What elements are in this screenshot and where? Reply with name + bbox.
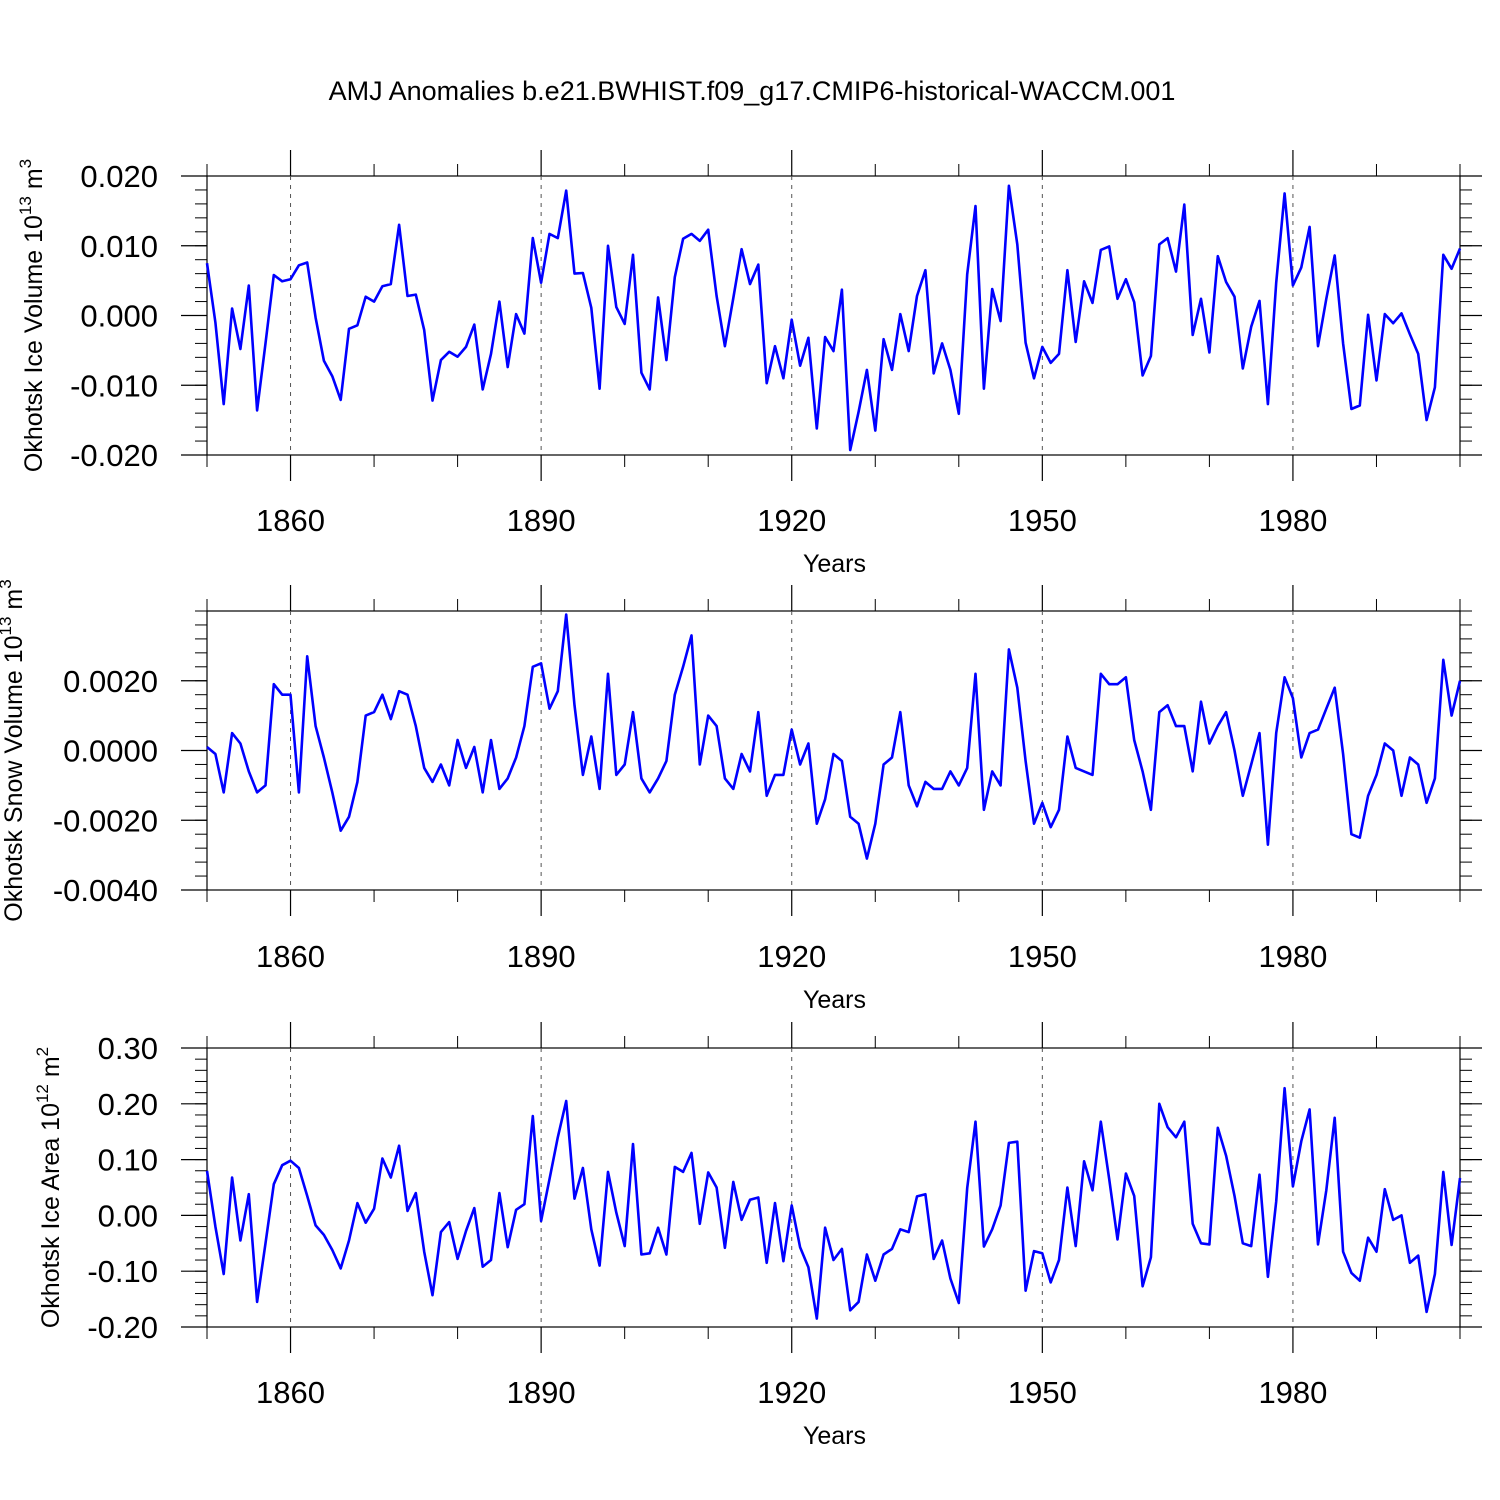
series-line: [205, 184, 1462, 452]
x-tick-label: 1920: [757, 1375, 826, 1410]
x-axis-label: Years: [803, 550, 866, 578]
x-tick-label: 1980: [1258, 939, 1327, 974]
y-tick-label: -0.0040: [53, 873, 158, 908]
y-tick-label: 0.010: [80, 229, 158, 264]
y-tick-label: 0.0000: [63, 734, 158, 769]
panel-3: 1860 1890 1920 1950 1980 -0.20 -0.10 0.00 0.10 0.…: [33, 1022, 1482, 1450]
x-tick-label: 1950: [1008, 1375, 1077, 1410]
y-tick-label: 0.0020: [63, 664, 158, 699]
panel-1: 1860 1890 1920 1950 1980 -0.020 -0.010 0.000 0.0…: [16, 150, 1482, 578]
x-tick-label: 1920: [757, 503, 826, 538]
series-line: [205, 1086, 1462, 1320]
y-axis-label: Okhotsk Snow Volume 1013 m3: [0, 579, 28, 921]
y-tick-label: 0.020: [80, 159, 158, 194]
y-axis-label: Okhotsk Ice Volume 1013 m3: [16, 159, 48, 472]
x-tick-label: 1860: [256, 939, 325, 974]
y-tick-label: -0.020: [70, 438, 158, 473]
series-line: [206, 613, 1462, 860]
x-tick-label: 1860: [256, 503, 325, 538]
y-tick-label: -0.10: [87, 1254, 158, 1289]
x-tick-label: 1980: [1258, 1375, 1327, 1410]
y-tick-label: -0.010: [70, 368, 158, 403]
x-axis-label: Years: [803, 986, 866, 1014]
x-tick-label: 1860: [256, 1375, 325, 1410]
y-tick-label: 0.20: [98, 1087, 158, 1122]
y-tick-label: -0.20: [87, 1310, 158, 1345]
x-tick-label: 1890: [507, 939, 576, 974]
x-tick-label: 1980: [1258, 503, 1327, 538]
y-tick-label: -0.0020: [53, 803, 158, 838]
x-tick-label: 1950: [1008, 939, 1077, 974]
x-tick-label: 1890: [507, 503, 576, 538]
y-tick-label: 0.30: [98, 1031, 158, 1066]
plot-frame: [206, 1047, 1461, 1328]
panel-2: 1860 1890 1920 1950 1980 -0.0040 -0.0020 0.0000…: [0, 579, 1482, 1014]
y-axis-label: Okhotsk Ice Area 1012 m2: [33, 1047, 65, 1328]
y-tick-label: 0.000: [80, 299, 158, 334]
x-tick-label: 1890: [507, 1375, 576, 1410]
panels: 1860 1890 1920 1950 1980 -0.020 -0.010 0.000 0.0…: [0, 150, 1482, 1450]
y-tick-label: 0.10: [98, 1143, 158, 1178]
figure-title: AMJ Anomalies b.e21.BWHIST.f09_g17.CMIP6…: [329, 76, 1176, 106]
y-tick-label: 0.00: [98, 1198, 158, 1233]
plot-frame: [206, 610, 1461, 891]
x-axis-label: Years: [803, 1422, 866, 1450]
plot-frame: [206, 175, 1461, 456]
x-tick-label: 1920: [757, 939, 826, 974]
x-tick-label: 1950: [1008, 503, 1077, 538]
